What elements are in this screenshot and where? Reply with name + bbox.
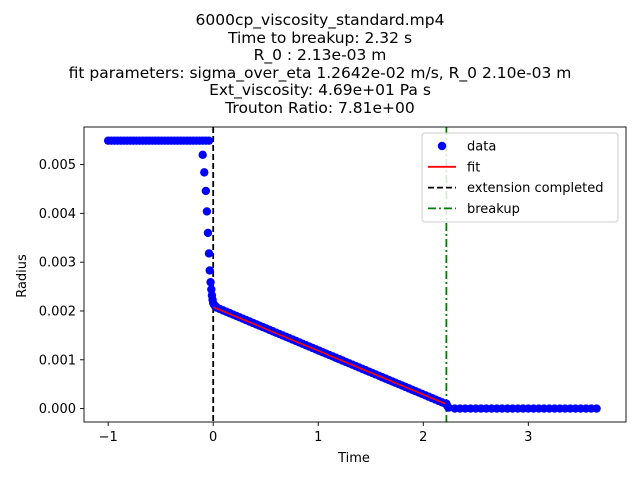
- y-tick-label: 0.005: [39, 158, 76, 173]
- y-axis-label: Radius: [15, 254, 30, 298]
- legend-item-breakup: breakup: [428, 202, 520, 217]
- axes-frame: [83, 126, 627, 423]
- y-axis: 0.000 0.001 0.002 0.003 0.004 0.005: [39, 158, 84, 417]
- legend-label: extension completed: [467, 181, 603, 196]
- x-axis: −1 0 1 2 3: [99, 422, 532, 445]
- y-tick-label: 0.003: [39, 256, 76, 271]
- legend: data fit extension completed breakup: [421, 132, 619, 223]
- title-line-breakup-time: Time to breakup: 2.32 s: [227, 28, 413, 47]
- chart-title: 6000cp_viscosity_standard.mp4 Time to br…: [0, 11, 640, 118]
- data-point: [202, 207, 212, 216]
- data-point: [201, 186, 211, 196]
- x-tick-label: 1: [314, 430, 322, 445]
- x-tick-label: 0: [209, 430, 217, 445]
- data-point: [205, 266, 214, 275]
- y-tick-label: 0.002: [39, 304, 76, 319]
- title-line-r0: R_0 : 2.13e-03 m: [253, 46, 387, 65]
- axes-border: [83, 126, 627, 423]
- legend-label: breakup: [467, 202, 520, 217]
- data-point: [204, 136, 214, 145]
- legend-label: data: [467, 140, 496, 155]
- data-point: [203, 228, 213, 238]
- legend-item-extension-completed: extension completed: [428, 181, 603, 196]
- title-line-trouton-ratio: Trouton Ratio: 7.81e+00: [225, 98, 415, 117]
- title-line-filename: 6000cp_viscosity_standard.mp4: [195, 11, 445, 29]
- title-line-fit-parameters: fit parameters: sigma_over_eta 1.2642e-0…: [68, 63, 572, 82]
- x-tick-label: 2: [419, 430, 427, 445]
- y-tick-label: 0.001: [39, 353, 76, 368]
- x-tick-label: 3: [524, 430, 532, 445]
- x-axis-label: Time: [337, 451, 370, 466]
- data-point: [204, 249, 214, 258]
- x-tick-label: −1: [99, 430, 118, 445]
- y-tick-label: 0.000: [39, 402, 76, 417]
- data-point: [592, 404, 601, 413]
- data-point: [206, 277, 215, 287]
- fit-line: [212, 306, 446, 405]
- legend-item-data: data: [437, 140, 496, 155]
- legend-item-fit: fit: [428, 160, 480, 175]
- y-tick-label: 0.004: [39, 207, 76, 222]
- legend-label: fit: [467, 160, 480, 175]
- legend-marker: [437, 141, 447, 151]
- data-point: [198, 150, 207, 160]
- data-point: [200, 168, 209, 177]
- legend-box: [421, 132, 619, 223]
- title-line-ext-viscosity: Ext_viscosity: 4.69e+01 Pa s: [209, 81, 431, 100]
- data-point: [444, 403, 453, 412]
